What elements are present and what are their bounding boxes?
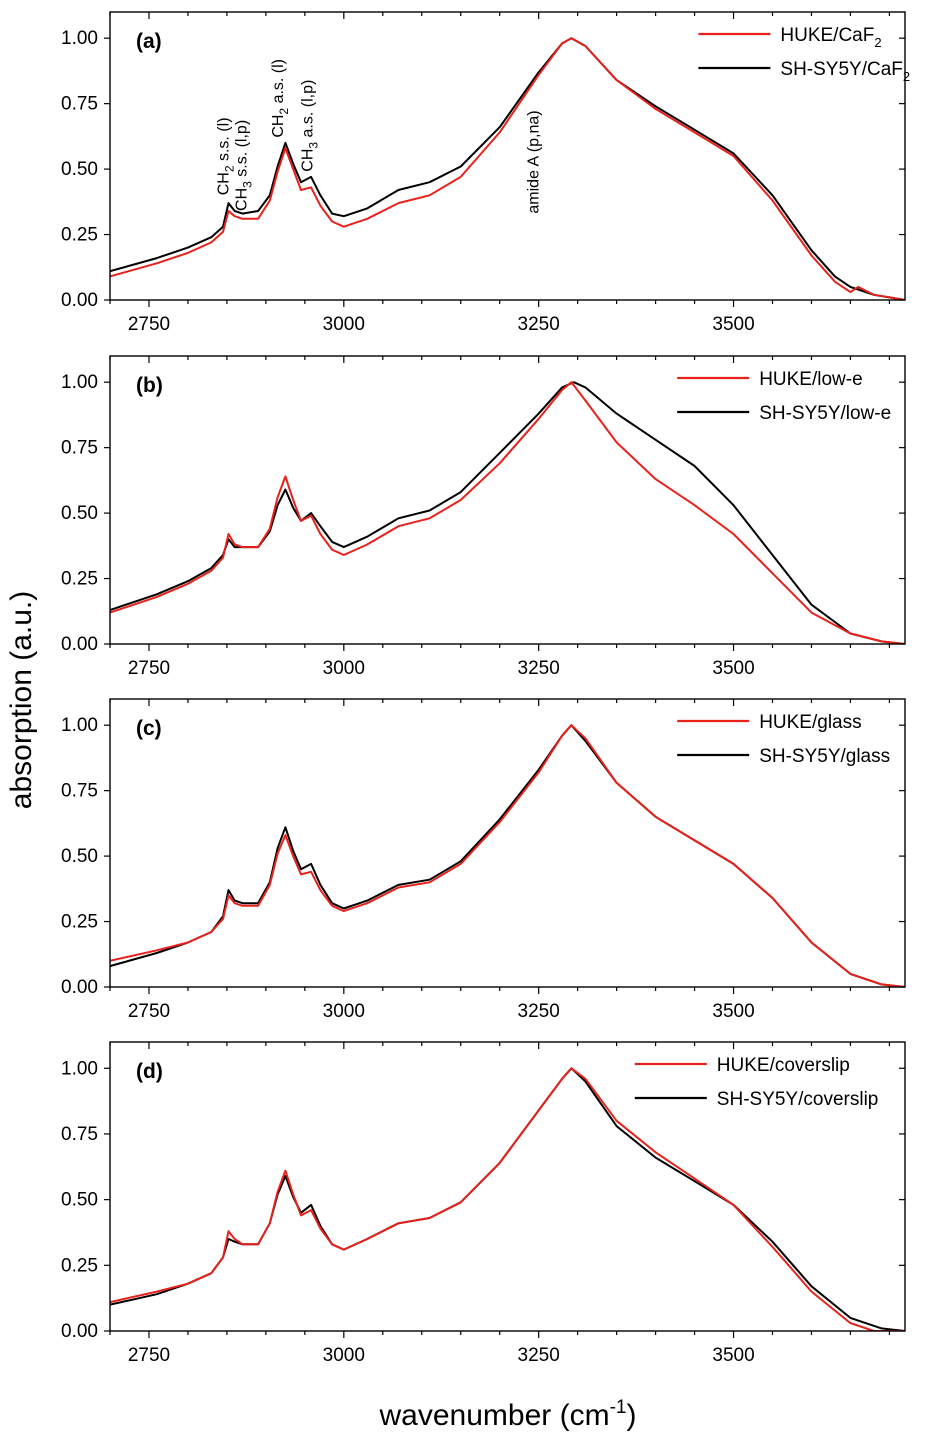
legend-label: HUKE/low-e — [759, 369, 862, 390]
x-tick-label: 3000 — [323, 314, 365, 335]
legend: HUKE/glass SH-SY5Y/glass — [677, 712, 890, 767]
legend-label: HUKE/CaF2 — [780, 25, 881, 50]
panel-label: (d) — [136, 1060, 163, 1083]
y-tick-label: 0.00 — [61, 634, 98, 655]
x-tick-label: 2750 — [128, 1001, 170, 1022]
series-line-huke-panel-b — [110, 381, 905, 644]
legend-label: SH-SY5Y/coverslip — [717, 1089, 879, 1110]
panel-label: (c) — [136, 717, 162, 740]
y-tick-label: 0.50 — [61, 159, 98, 180]
legend-label: SH-SY5Y/low-e — [759, 403, 891, 424]
panel-b: 0.00 0.25 0.50 0.75 1.00 2750 3000 3250 3500 (b) H… — [61, 355, 906, 679]
x-tick-label: 2750 — [128, 658, 170, 679]
x-tick-label: 3500 — [712, 658, 754, 679]
x-tick-label: 3250 — [518, 314, 560, 335]
plot-frame — [109, 698, 906, 988]
y-tick-label: 1.00 — [61, 715, 98, 736]
y-tick-label: 0.25 — [61, 1255, 98, 1276]
y-tick-label: 0.25 — [61, 225, 98, 246]
x-tick-label: 3500 — [712, 1345, 754, 1366]
y-tick-label: 1.00 — [61, 1058, 98, 1079]
legend-label: SH-SY5Y/glass — [759, 746, 890, 767]
peak-annotation: amide A (p,na) — [526, 110, 543, 213]
panel-a: 0.00 0.25 0.50 0.75 1.00 2750 3000 3250 3500 (a) H… — [61, 11, 910, 335]
legend-label: HUKE/glass — [759, 712, 861, 733]
y-tick-label: 1.00 — [61, 28, 98, 49]
series-line-sh-sy5y-panel-a — [110, 37, 905, 300]
y-axis-title: absorption (a.u.) — [5, 591, 38, 809]
y-tick-label: 0.50 — [61, 846, 98, 867]
x-tick-label: 3000 — [323, 658, 365, 679]
y-tick-label: 0.50 — [61, 503, 98, 524]
panel-label: (b) — [136, 374, 163, 397]
x-tick-label: 3000 — [323, 1001, 365, 1022]
x-axis-title: wavenumber (cm-1) — [379, 1397, 637, 1432]
y-tick-label: 0.75 — [61, 438, 98, 459]
series-line-sh-sy5y-panel-b — [110, 381, 905, 644]
y-tick-label: 0.50 — [61, 1190, 98, 1211]
x-tick-label: 3250 — [518, 1001, 560, 1022]
x-axis-title-close: ) — [626, 1399, 636, 1432]
y-tick-label: 1.00 — [61, 372, 98, 393]
y-tick-label: 0.75 — [61, 1124, 98, 1145]
panel-d: 0.00 0.25 0.50 0.75 1.00 2750 3000 3250 3500 (d) H… — [61, 1041, 906, 1366]
legend-label: HUKE/coverslip — [717, 1055, 850, 1076]
y-tick-label: 0.25 — [61, 569, 98, 590]
peak-annotation: CH2 a.s. (l) — [270, 59, 291, 138]
series-line-huke-panel-c — [110, 724, 905, 987]
x-tick-label: 3000 — [323, 1345, 365, 1366]
x-axis-title-main: wavenumber (cm — [379, 1399, 610, 1432]
x-tick-label: 2750 — [128, 314, 170, 335]
y-tick-label: 0.75 — [61, 781, 98, 802]
plot-frame — [109, 11, 906, 301]
y-tick-label: 0.00 — [61, 977, 98, 998]
x-tick-label: 3500 — [712, 314, 754, 335]
plot-frame — [109, 355, 906, 645]
y-tick-label: 0.00 — [61, 290, 98, 311]
legend-label: SH-SY5Y/CaF2 — [780, 59, 910, 84]
series-line-huke-panel-d — [110, 1067, 905, 1331]
legend: HUKE/low-e SH-SY5Y/low-e — [677, 369, 891, 424]
x-tick-label: 2750 — [128, 1345, 170, 1366]
x-tick-label: 3250 — [518, 1345, 560, 1366]
peak-annotation: CH2 s.s. (l) — [215, 117, 236, 195]
y-tick-label: 0.25 — [61, 912, 98, 933]
y-tick-label: 0.75 — [61, 94, 98, 115]
x-tick-label: 3250 — [518, 658, 560, 679]
legend: HUKE/CaF2 SH-SY5Y/CaF2 — [698, 25, 910, 84]
x-tick-label: 3500 — [712, 1001, 754, 1022]
peak-annotation: CH3 s.s. (l,p) — [233, 120, 254, 211]
plot-frame — [109, 1041, 906, 1332]
peak-annotation: CH3 a.s. (l,p) — [300, 80, 321, 172]
legend: HUKE/coverslip SH-SY5Y/coverslip — [634, 1055, 879, 1110]
x-axis-title-sup: -1 — [610, 1397, 627, 1418]
series-line-huke-panel-a — [110, 37, 905, 300]
panel-label: (a) — [136, 30, 162, 53]
y-tick-label: 0.00 — [61, 1321, 98, 1342]
panel-c: 0.00 0.25 0.50 0.75 1.00 2750 3000 3250 3500 (c) H… — [61, 698, 906, 1022]
